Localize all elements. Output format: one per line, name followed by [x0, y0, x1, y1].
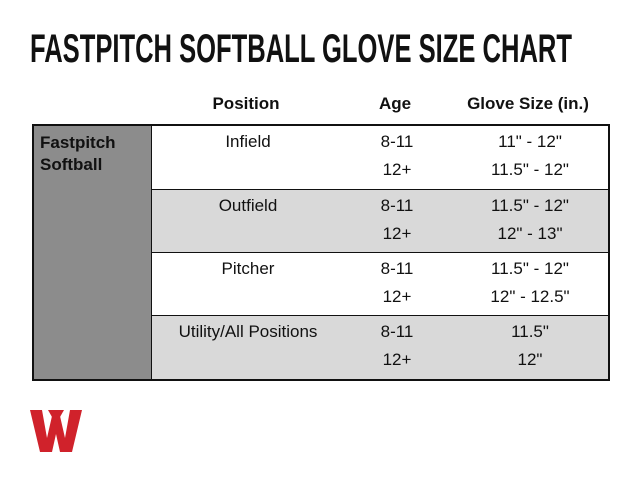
- age-cell: 12+: [382, 224, 412, 243]
- position-cell: Pitcher: [221, 259, 275, 278]
- header-glove-size: Glove Size (in.): [467, 94, 589, 113]
- age-cell: 12+: [382, 160, 412, 179]
- glove-size-cell: 12" - 12.5": [490, 287, 570, 306]
- age-cell: 12+: [382, 350, 412, 369]
- size-table: Fastpitch Softball Infield 8-11 11" - 12" 1…: [32, 124, 610, 381]
- header-age: Age: [378, 94, 412, 113]
- title-area: FASTPITCH SOFTBALL GLOVE SIZE CHART: [30, 27, 572, 71]
- position-cell: Infield: [225, 132, 271, 151]
- title: FASTPITCH SOFTBALL GLOVE SIZE CHART: [30, 27, 572, 71]
- row-group: Outfield 8-11 11.5" - 12" 12+ 12" - 13": [152, 189, 608, 252]
- sport-label: Fastpitch Softball: [34, 126, 152, 379]
- glove-size-cell: 11.5" - 12": [491, 160, 569, 179]
- age-cell: 8-11: [380, 196, 414, 215]
- row-group: Pitcher 8-11 11.5" - 12" 12+ 12" - 12.5": [152, 252, 608, 315]
- glove-size-cell: 11.5" - 12": [491, 196, 569, 215]
- position-cell: Utility/All Positions: [178, 322, 318, 341]
- wilson-logo: [30, 410, 82, 452]
- row-group: Utility/All Positions 8-11 11.5" 12+ 12": [152, 315, 608, 379]
- age-cell: 12+: [382, 287, 412, 306]
- age-cell: 8-11: [380, 259, 414, 278]
- row-group: Infield 8-11 11" - 12" 12+ 11.5" - 12": [152, 126, 608, 189]
- age-cell: 8-11: [380, 322, 414, 341]
- header-position: Position: [212, 94, 280, 113]
- glove-size-cell: 11.5": [511, 322, 549, 341]
- glove-size-cell: 12" - 13": [497, 224, 563, 243]
- age-cell: 8-11: [380, 132, 414, 151]
- glove-size-cell: 11" - 12": [498, 132, 562, 151]
- position-cell: Outfield: [218, 196, 278, 215]
- glove-size-cell: 11.5" - 12": [491, 259, 569, 278]
- glove-size-cell: 12": [517, 350, 543, 369]
